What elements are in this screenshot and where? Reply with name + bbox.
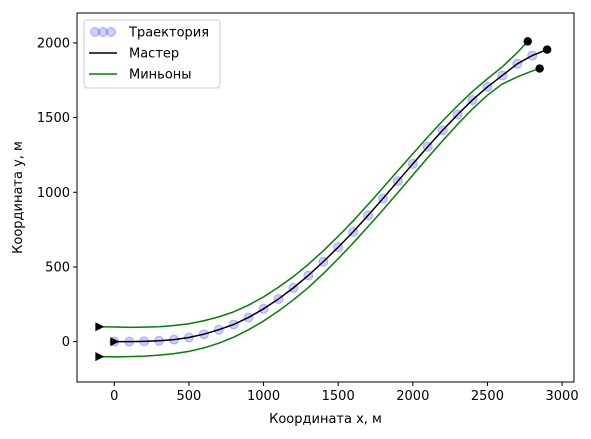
y-tick-label: 2000 <box>37 36 70 51</box>
y-tick-label: 0 <box>62 335 70 350</box>
legend-marker-trajectory <box>90 27 100 37</box>
legend-label-trajectory: Траектория <box>128 26 209 41</box>
y-axis-ticks: 0 500 1000 1500 2000 <box>37 36 77 350</box>
axes-frame <box>76 12 575 383</box>
legend-label-master: Мастер <box>129 47 179 62</box>
minion-start-marker <box>95 352 105 362</box>
y-tick-label: 500 <box>45 260 70 275</box>
legend-marker-trajectory <box>98 27 108 37</box>
x-tick-label: 2000 <box>396 389 429 404</box>
legend-label-minions: Миньоны <box>129 68 192 83</box>
x-tick-label: 0 <box>110 389 118 404</box>
y-tick-label: 1000 <box>37 186 70 201</box>
plot-area <box>95 37 552 362</box>
legend-marker-trajectory <box>106 27 116 37</box>
minion-end-marker <box>535 64 544 73</box>
master-end-marker <box>542 45 552 54</box>
x-tick-label: 2500 <box>471 389 504 404</box>
x-axis-ticks: 0 500 1000 1500 2000 2500 3000 <box>110 382 579 404</box>
minion-line <box>99 40 529 329</box>
master-start-marker <box>110 337 120 347</box>
minion-line <box>99 67 540 358</box>
x-tick-label: 1500 <box>322 389 355 404</box>
x-tick-label: 3000 <box>546 389 579 404</box>
minion-end-marker <box>523 37 532 46</box>
x-tick-label: 500 <box>177 389 202 404</box>
legend: Траектория Мастер Миньоны <box>83 19 221 89</box>
legend-entry-master: Мастер <box>89 47 179 62</box>
y-axis-label: Координата y, м <box>11 141 26 254</box>
x-axis-label: Координата x, м <box>269 412 382 427</box>
x-tick-label: 1000 <box>247 389 280 404</box>
y-tick-label: 1500 <box>37 111 70 126</box>
legend-entry-trajectory: Траектория <box>90 26 209 41</box>
minion-start-marker <box>95 322 105 332</box>
legend-entry-minions: Миньоны <box>89 68 192 83</box>
legend-box <box>83 19 221 89</box>
master-line <box>114 48 548 343</box>
